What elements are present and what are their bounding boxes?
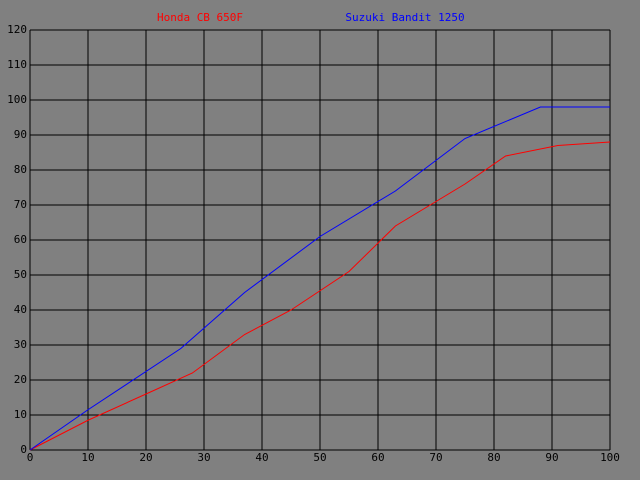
legend-entry: Suzuki Bandit 1250: [345, 11, 464, 24]
y-tick-label: 70: [14, 198, 27, 211]
line: [29, 141, 611, 451]
y-tick-label: 0: [20, 443, 27, 456]
y-tick-label: 80: [14, 163, 27, 176]
x-tick-label: 0: [27, 451, 34, 464]
x-tick-label: 20: [139, 451, 152, 464]
y-tick-label: 110: [7, 58, 27, 71]
y-tick-label: 60: [14, 233, 27, 246]
y-tick-label: 100: [7, 93, 27, 106]
y-tick-label: 90: [14, 128, 27, 141]
x-tick-label: 50: [313, 451, 326, 464]
legend-entry: Honda CB 650F: [157, 11, 243, 24]
x-tick-label: 10: [81, 451, 94, 464]
x-tick-label: 30: [197, 451, 210, 464]
x-tick-label: 40: [255, 451, 268, 464]
y-tick-label: 10: [14, 408, 27, 421]
y-tick-label: 50: [14, 268, 27, 281]
y-tick-label: 120: [7, 23, 27, 36]
x-tick-label: 90: [545, 451, 558, 464]
line: [29, 106, 610, 451]
y-tick-label: 30: [14, 338, 27, 351]
x-tick-label: 70: [429, 451, 442, 464]
y-tick-label: 40: [14, 303, 27, 316]
x-tick-label: 80: [487, 451, 500, 464]
x-tick-label: 60: [371, 451, 384, 464]
y-tick-label: 20: [14, 373, 27, 386]
x-tick-label: 100: [600, 451, 620, 464]
